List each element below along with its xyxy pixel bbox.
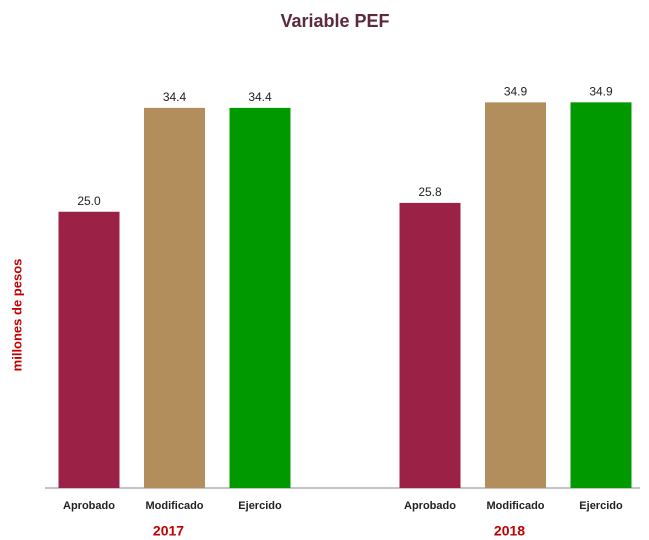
value-label: 34.9	[504, 85, 528, 99]
category-label: Aprobado	[63, 500, 115, 512]
value-label: 34.4	[163, 90, 187, 104]
bar	[570, 102, 632, 488]
category-label: Modificado	[145, 500, 203, 512]
chart-title: Variable PEF	[280, 11, 389, 31]
category-label: Aprobado	[404, 500, 456, 512]
category-label: Modificado	[486, 500, 544, 512]
value-label: 25.8	[418, 185, 442, 199]
value-label: 34.4	[248, 90, 272, 104]
bar	[229, 107, 291, 488]
y-axis-label: millones de pesos	[9, 259, 24, 372]
group-label: 2017	[153, 523, 184, 539]
value-label: 34.9	[589, 85, 613, 99]
bar	[485, 102, 546, 488]
value-label: 25.0	[77, 194, 101, 208]
group-label: 2018	[494, 523, 525, 539]
bar	[58, 211, 120, 488]
bar	[399, 202, 461, 488]
category-label: Ejercido	[238, 500, 282, 512]
bar	[144, 107, 205, 488]
category-label: Ejercido	[579, 500, 623, 512]
